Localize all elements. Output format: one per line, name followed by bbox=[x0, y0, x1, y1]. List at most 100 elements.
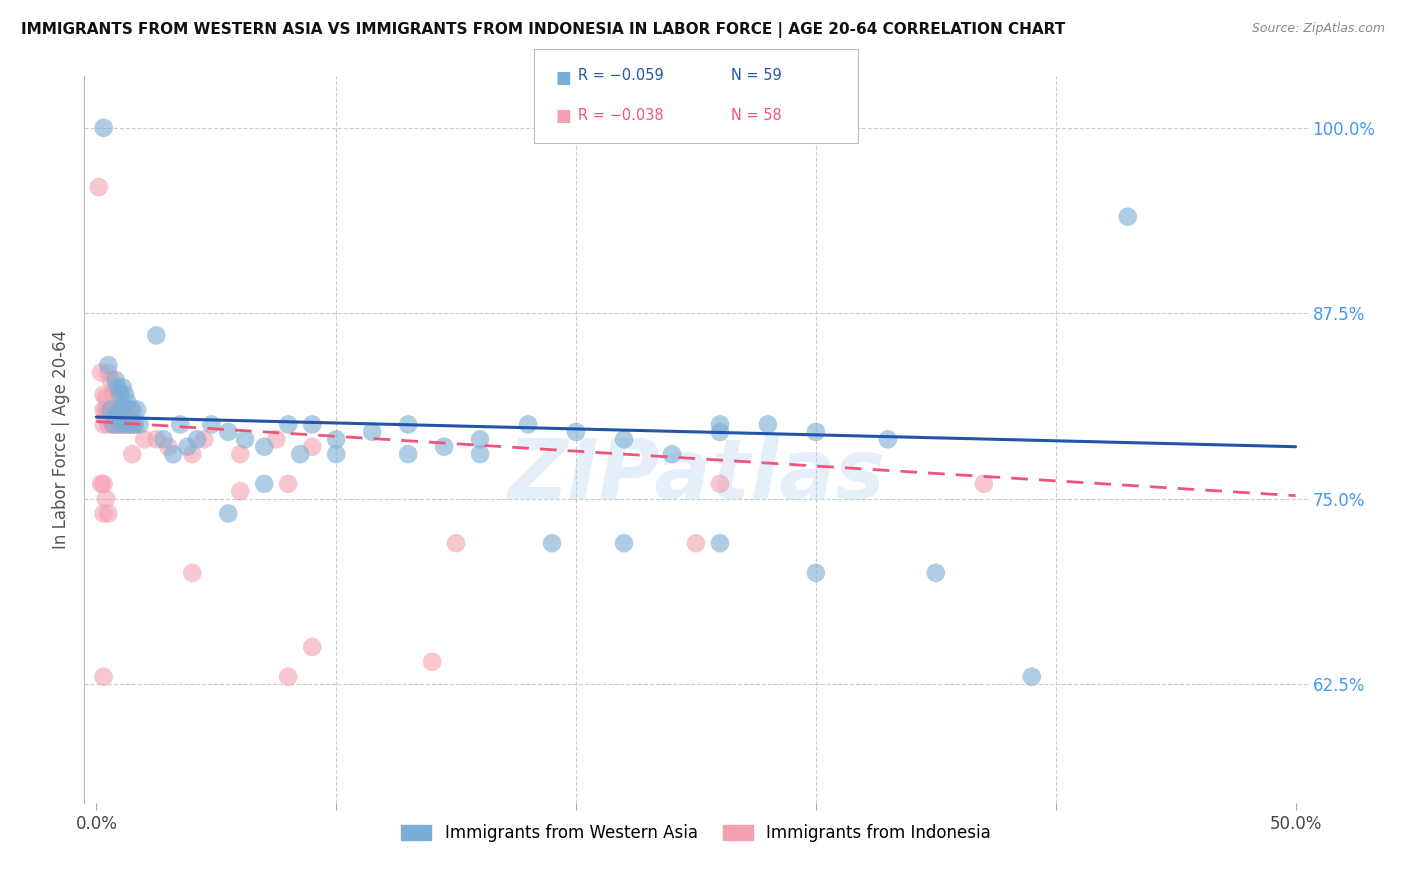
Point bbox=[290, 447, 312, 461]
Point bbox=[361, 425, 384, 439]
Point bbox=[107, 406, 129, 420]
Point bbox=[176, 440, 198, 454]
Point bbox=[396, 447, 419, 461]
Point bbox=[104, 402, 127, 417]
Point bbox=[93, 670, 115, 684]
Point bbox=[111, 400, 134, 414]
Point bbox=[114, 388, 136, 402]
Point bbox=[433, 440, 456, 454]
Point bbox=[121, 402, 143, 417]
Point bbox=[110, 388, 132, 402]
Point bbox=[804, 566, 827, 580]
Point bbox=[101, 388, 124, 402]
Point bbox=[709, 536, 731, 550]
Point bbox=[468, 447, 491, 461]
Point bbox=[90, 476, 112, 491]
Point bbox=[301, 440, 323, 454]
Point bbox=[101, 417, 124, 432]
Point bbox=[1116, 210, 1139, 224]
Point bbox=[565, 425, 588, 439]
Y-axis label: In Labor Force | Age 20-64: In Labor Force | Age 20-64 bbox=[52, 330, 70, 549]
Point bbox=[118, 417, 141, 432]
Point bbox=[1021, 670, 1043, 684]
Point bbox=[111, 380, 134, 394]
Point bbox=[117, 406, 139, 420]
Point bbox=[541, 536, 564, 550]
Point bbox=[100, 373, 122, 387]
Point bbox=[661, 447, 683, 461]
Point bbox=[301, 640, 323, 654]
Point bbox=[121, 447, 143, 461]
Point bbox=[685, 536, 707, 550]
Point bbox=[756, 417, 779, 432]
Point bbox=[709, 425, 731, 439]
Point bbox=[277, 476, 299, 491]
Point bbox=[104, 410, 127, 425]
Point bbox=[118, 402, 141, 417]
Point bbox=[97, 366, 120, 380]
Point bbox=[107, 380, 129, 394]
Point bbox=[110, 417, 132, 432]
Point bbox=[925, 566, 948, 580]
Point bbox=[93, 476, 115, 491]
Point bbox=[134, 433, 156, 447]
Point bbox=[517, 417, 540, 432]
Point bbox=[229, 447, 252, 461]
Point bbox=[117, 395, 139, 409]
Point bbox=[114, 417, 136, 432]
Point bbox=[233, 433, 256, 447]
Point bbox=[97, 507, 120, 521]
Text: ■: ■ bbox=[555, 69, 571, 87]
Point bbox=[301, 417, 323, 432]
Point bbox=[111, 402, 134, 417]
Point bbox=[200, 417, 222, 432]
Point bbox=[110, 417, 132, 432]
Point bbox=[186, 433, 208, 447]
Text: Source: ZipAtlas.com: Source: ZipAtlas.com bbox=[1251, 22, 1385, 36]
Text: ■: ■ bbox=[555, 107, 571, 125]
Point bbox=[114, 417, 136, 432]
Point bbox=[107, 395, 129, 409]
Point bbox=[277, 417, 299, 432]
Point bbox=[444, 536, 467, 550]
Point bbox=[396, 417, 419, 432]
Point bbox=[94, 391, 117, 405]
Point bbox=[145, 328, 167, 343]
Point bbox=[100, 410, 122, 425]
Point bbox=[93, 120, 115, 135]
Point bbox=[876, 433, 898, 447]
Point bbox=[613, 536, 636, 550]
Point bbox=[93, 388, 115, 402]
Point bbox=[253, 440, 276, 454]
Point bbox=[101, 417, 124, 432]
Point bbox=[804, 425, 827, 439]
Point bbox=[104, 417, 127, 432]
Point bbox=[107, 417, 129, 432]
Text: IMMIGRANTS FROM WESTERN ASIA VS IMMIGRANTS FROM INDONESIA IN LABOR FORCE | AGE 2: IMMIGRANTS FROM WESTERN ASIA VS IMMIGRAN… bbox=[21, 22, 1066, 38]
Point bbox=[124, 417, 146, 432]
Point bbox=[97, 358, 120, 372]
Point bbox=[277, 670, 299, 684]
Text: N = 58: N = 58 bbox=[731, 109, 782, 123]
Point bbox=[104, 373, 127, 387]
Point bbox=[145, 433, 167, 447]
Point bbox=[94, 491, 117, 506]
Point bbox=[229, 484, 252, 499]
Point bbox=[94, 402, 117, 417]
Text: R = −0.059: R = −0.059 bbox=[578, 69, 664, 83]
Point bbox=[420, 655, 443, 669]
Point bbox=[468, 433, 491, 447]
Point bbox=[111, 406, 134, 420]
Point bbox=[325, 433, 347, 447]
Point bbox=[97, 402, 120, 417]
Point bbox=[114, 417, 136, 432]
Point bbox=[169, 417, 191, 432]
Point bbox=[217, 507, 239, 521]
Point bbox=[100, 402, 122, 417]
Point bbox=[93, 417, 115, 432]
Text: N = 59: N = 59 bbox=[731, 69, 782, 83]
Point bbox=[709, 417, 731, 432]
Point bbox=[264, 433, 287, 447]
Point bbox=[162, 447, 184, 461]
Point bbox=[100, 406, 122, 420]
